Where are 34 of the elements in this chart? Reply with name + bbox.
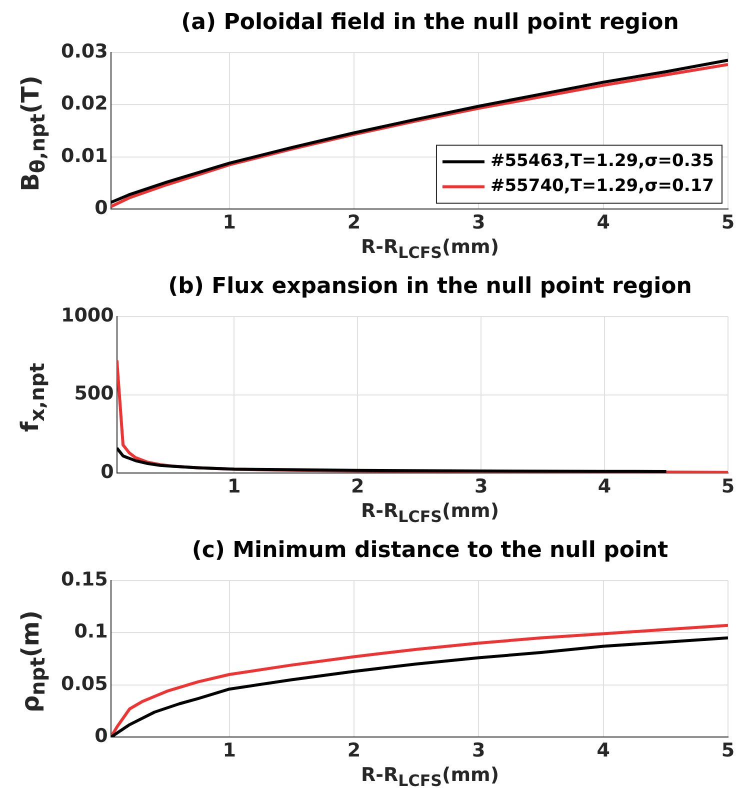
x-tick-label: 1 [222, 740, 236, 762]
y-tick-label: 1000 [60, 304, 114, 326]
x-tick-label: 5 [721, 212, 735, 234]
x-tick-label: 3 [474, 476, 488, 498]
y-tick-label: 0.02 [60, 92, 108, 115]
x-tick-label: 5 [721, 740, 735, 762]
x-axis-title: R-R$_{LCFS}$(mm) [360, 500, 500, 526]
y-tick-label: 0.15 [60, 568, 108, 590]
x-tick-label: 1 [228, 476, 241, 498]
chart-title: (b) Flux expansion in the null point region [167, 273, 693, 301]
legend-label: #55463,T=1.29,σ=0.35 [490, 151, 714, 172]
x-tick-label: 3 [472, 212, 486, 234]
y-tick-label: 0 [100, 461, 114, 484]
x-axis-title: R-R$_{LCFS}$(mm) [360, 236, 500, 262]
legend-label: #55740,T=1.29,σ=0.17 [490, 176, 714, 196]
y-tick-label: 0.05 [60, 672, 108, 695]
x-tick-label: 2 [351, 476, 364, 498]
chart-title: (a) Poloidal field in the null point region [180, 9, 680, 37]
y-tick-label: 0.1 [74, 620, 108, 643]
x-tick-label: 4 [596, 212, 610, 234]
chart-title: (c) Minimum distance to the null point [190, 537, 670, 565]
x-tick-label: 4 [596, 740, 610, 762]
x-tick-label: 4 [598, 476, 612, 498]
y-tick-label: 0.01 [60, 144, 108, 167]
y-tick-label: 0 [94, 197, 108, 220]
x-tick-label: 3 [472, 740, 486, 762]
y-tick-label: 500 [74, 382, 114, 405]
x-tick-label: 1 [222, 212, 236, 234]
x-axis-title: R-R$_{LCFS}$(mm) [360, 764, 500, 790]
y-tick-label: 0 [94, 725, 108, 748]
x-tick-label: 2 [347, 212, 361, 234]
x-tick-label: 2 [347, 740, 361, 762]
x-tick-label: 5 [721, 476, 735, 498]
y-tick-label: 0.03 [60, 40, 108, 62]
